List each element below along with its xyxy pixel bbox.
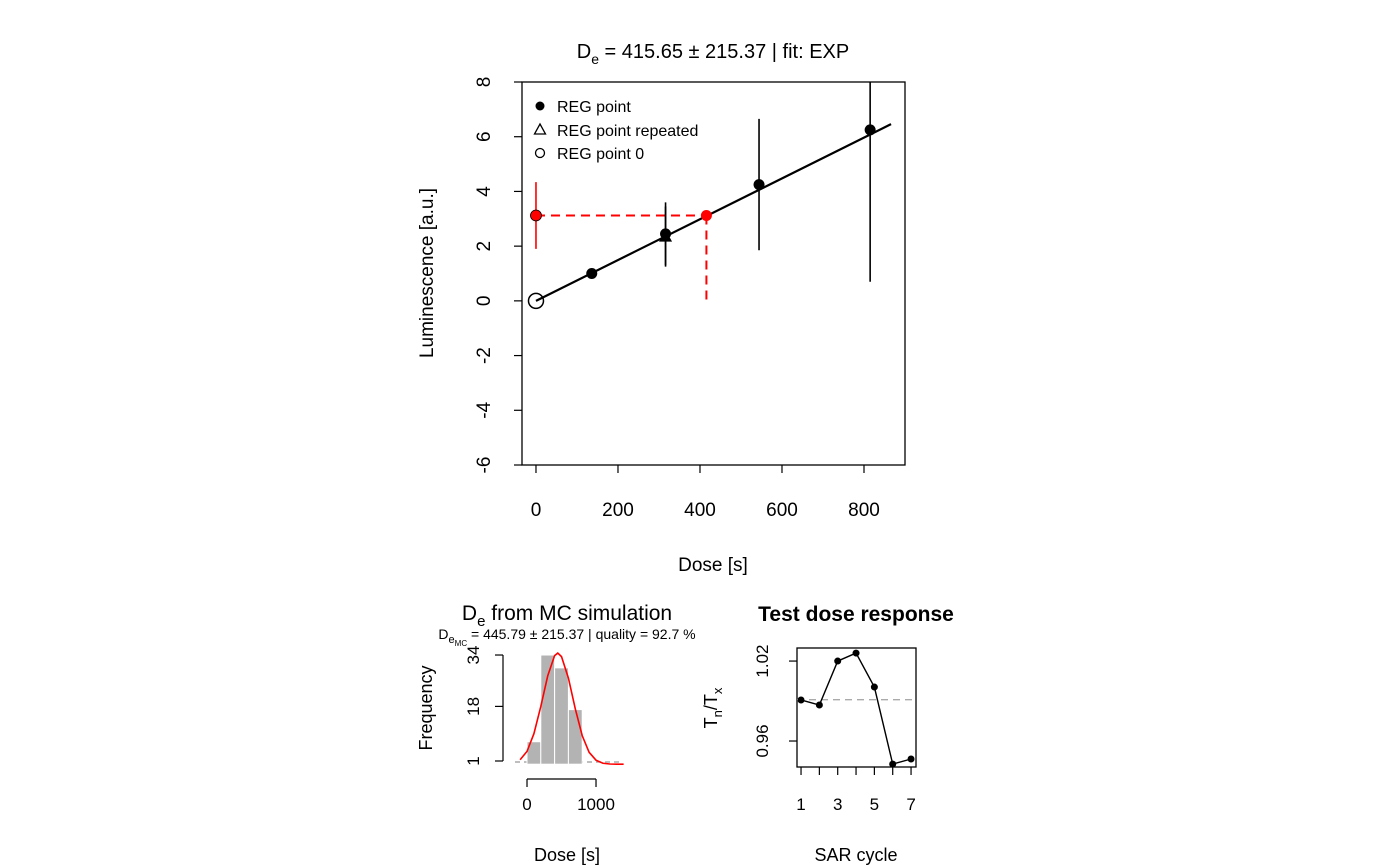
label-part: /T <box>701 694 721 710</box>
x-tick-label: 7 <box>906 795 915 814</box>
legend-key <box>533 122 547 135</box>
title-part: D <box>462 602 477 625</box>
y-tick-label: 34 <box>464 646 483 665</box>
chart-title: De from MC simulation <box>462 602 672 630</box>
y-tick-label: 0 <box>474 296 495 307</box>
x-tick-label: 1000 <box>577 795 615 814</box>
density-curve <box>519 652 624 766</box>
chart-title: Test dose response <box>758 603 954 626</box>
legend-label: REG point 0 <box>557 146 644 163</box>
y-tick-label: -2 <box>474 347 495 364</box>
x-tick-label: 800 <box>848 500 880 521</box>
x-tick-label: 400 <box>684 500 716 521</box>
reg-point <box>864 124 876 136</box>
chart-subtitle: DeMC = 445.79 ± 215.37 | quality = 92.7 … <box>438 626 695 648</box>
x-tick-label: 200 <box>602 500 634 521</box>
natural-point <box>530 209 542 222</box>
plot-area <box>797 649 916 767</box>
subtitle-subscript: e <box>449 634 455 646</box>
histogram-bar <box>567 709 583 765</box>
tn-tx-point <box>907 755 915 763</box>
plot-box <box>521 81 906 466</box>
reg-point <box>586 268 598 279</box>
y-axis-label: Frequency <box>416 665 436 750</box>
reg-point-0 <box>527 292 545 310</box>
x-tick-label: 0 <box>531 500 542 521</box>
legend-label: REG point <box>557 99 631 116</box>
histogram-bar <box>540 654 556 765</box>
title-subscript: e <box>477 613 485 630</box>
legend-key <box>535 101 545 111</box>
label-subscript: x <box>710 687 725 694</box>
de-point <box>700 210 712 222</box>
tn-tx-point <box>889 760 897 767</box>
tn-tx-point <box>834 657 842 665</box>
plot-box <box>796 647 917 768</box>
x-axis-label: SAR cycle <box>814 845 897 865</box>
x-tick-label: 1 <box>796 795 805 814</box>
y-tick-label: 1 <box>464 756 483 765</box>
y-tick-label: -6 <box>474 457 495 474</box>
title-part: D <box>577 41 591 63</box>
y-tick-label: 18 <box>464 697 483 716</box>
x-tick-label: 5 <box>870 795 879 814</box>
tn-tx-point <box>852 649 860 657</box>
title-subscript: e <box>591 51 599 67</box>
reg-point-repeated <box>659 229 673 242</box>
legend-key <box>534 147 546 159</box>
subtitle-part: = 445.79 ± 215.37 | quality = 92.7 % <box>467 626 695 642</box>
plot-area <box>527 82 892 310</box>
y-tick-label: 1.02 <box>753 645 772 678</box>
label-part: T <box>701 717 721 728</box>
histogram-bar <box>554 667 569 765</box>
tn-tx-point <box>797 696 805 704</box>
x-tick-label: 0 <box>522 795 531 814</box>
tn-tx-point <box>870 683 878 691</box>
legend-label: REG point repeated <box>557 123 698 140</box>
label-subscript: n <box>710 710 725 717</box>
subtitle-subscript: MC <box>455 639 468 648</box>
title-part: = 415.65 ± 215.37 | fit: EXP <box>599 41 849 63</box>
y-tick-label: 6 <box>474 131 495 142</box>
y-axis-label: Luminescence [a.u.] <box>417 188 438 358</box>
y-tick-label: 0.96 <box>753 724 772 757</box>
y-tick-label: -4 <box>474 401 495 418</box>
y-tick-label: 8 <box>474 77 495 88</box>
x-axis-label: Dose [s] <box>678 555 748 576</box>
x-tick-label: 600 <box>766 500 798 521</box>
tn-tx-point <box>815 701 823 709</box>
reg-point <box>753 179 765 191</box>
x-axis-label: Dose [s] <box>534 845 600 865</box>
y-tick-label: 4 <box>474 186 495 197</box>
title-part: from MC simulation <box>485 602 672 625</box>
chart-title: De = 415.65 ± 215.37 | fit: EXP <box>577 41 849 67</box>
x-tick-label: 3 <box>833 795 842 814</box>
y-axis-label: Tn/Tx <box>701 687 725 728</box>
y-tick-label: 2 <box>474 241 495 252</box>
subtitle-part: D <box>438 626 448 642</box>
tn-tx-line <box>800 652 912 765</box>
